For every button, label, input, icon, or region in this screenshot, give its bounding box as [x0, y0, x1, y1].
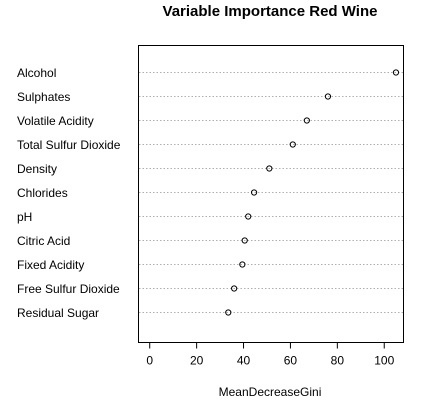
category-label: Citric Acid: [17, 234, 70, 248]
data-point: [324, 93, 332, 100]
x-tick-label: 0: [146, 354, 153, 368]
category-label: Residual Sugar: [17, 306, 99, 320]
data-point: [239, 261, 246, 268]
category-label: Free Sulfur Dioxide: [17, 282, 120, 296]
chart-title: Variable Importance Red Wine: [163, 3, 378, 20]
category-label: Total Sulfur Dioxide: [17, 138, 121, 152]
data-point: [231, 285, 238, 292]
data-point: [241, 237, 248, 244]
category-label: Chlorides: [17, 186, 68, 200]
x-axis: 0 20 40 60 80 100: [146, 342, 395, 368]
data-point: [266, 165, 273, 172]
plot-frame: [138, 45, 404, 343]
x-tick-label: 40: [237, 354, 251, 368]
category-label: pH: [17, 210, 32, 224]
x-tick-label: 20: [190, 354, 204, 368]
x-axis-label: MeanDecreaseGini: [219, 385, 322, 399]
category-label: Density: [17, 162, 57, 176]
category-label: Alcohol: [17, 66, 56, 80]
data-point: [303, 117, 310, 124]
x-tick-label: 100: [374, 354, 394, 368]
x-tick-label: 80: [331, 354, 345, 368]
guide-lines: [139, 72, 403, 313]
x-tick-label: 60: [284, 354, 298, 368]
category-labels: Alcohol Sulphates Volatile Acidity Total Su…: [17, 66, 121, 320]
data-point: [392, 69, 400, 76]
category-label: Fixed Acidity: [17, 258, 84, 272]
data-points: [225, 69, 400, 316]
data-point: [250, 189, 258, 196]
data-point: [289, 141, 296, 148]
category-label: Sulphates: [17, 90, 70, 104]
data-point: [245, 213, 252, 220]
data-point: [225, 309, 232, 316]
category-label: Volatile Acidity: [17, 114, 94, 128]
